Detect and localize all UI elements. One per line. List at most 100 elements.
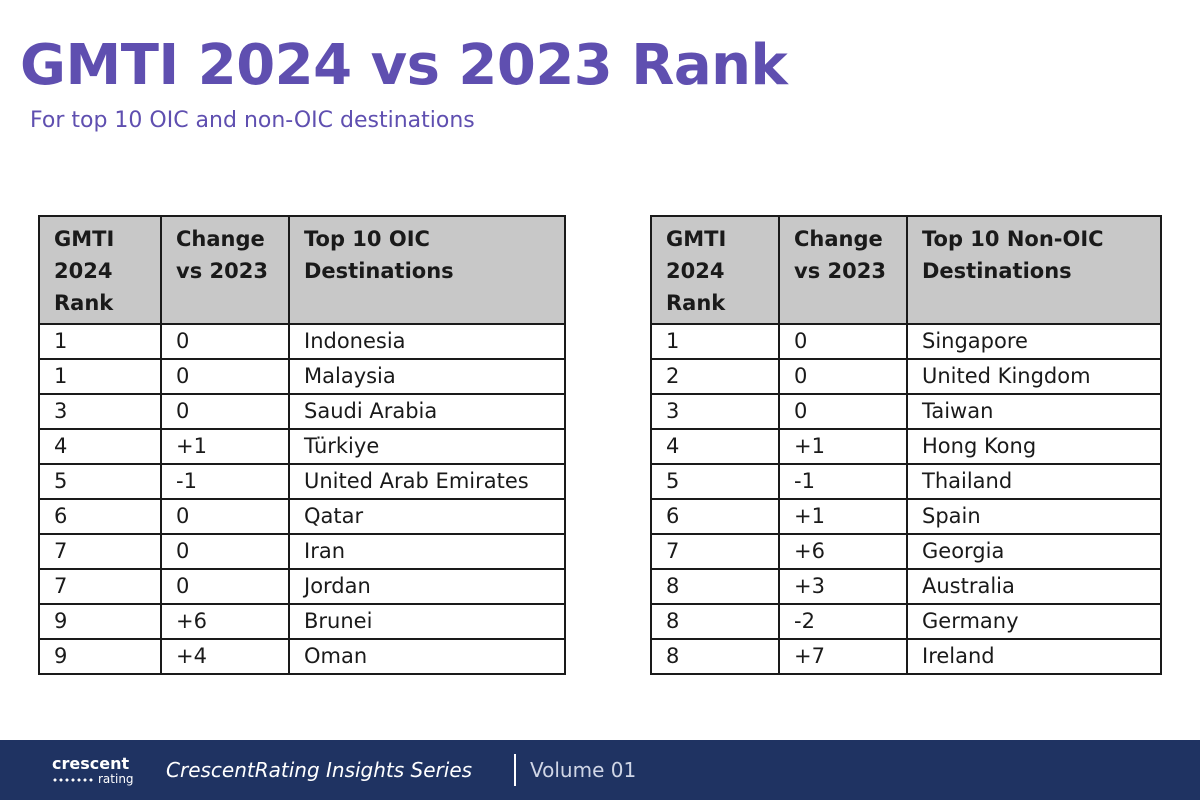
destination-cell: Jordan	[288, 568, 566, 605]
change-cell: +3	[778, 568, 908, 605]
change-cell: 0	[778, 358, 908, 395]
table-header-row: GMTI 2024 Rank Change vs 2023 Top 10 OIC…	[38, 215, 566, 325]
rank-cell: 8	[650, 603, 780, 640]
table-row: 1 0 Singapore	[650, 323, 1162, 360]
rank-cell: 3	[38, 393, 162, 430]
destination-cell: Australia	[906, 568, 1162, 605]
volume-label: Volume 01	[530, 758, 637, 782]
change-cell: +1	[160, 428, 290, 465]
rank-cell: 6	[38, 498, 162, 535]
crescentrating-logo: crescent rating	[52, 755, 144, 787]
destination-cell: Spain	[906, 498, 1162, 535]
rank-cell: 4	[650, 428, 780, 465]
destination-cell: Indonesia	[288, 323, 566, 360]
change-cell: +7	[778, 638, 908, 675]
change-cell: +1	[778, 428, 908, 465]
change-cell: 0	[160, 323, 290, 360]
table-row: 7 0 Iran	[38, 533, 566, 570]
table-row: 1 0 Indonesia	[38, 323, 566, 360]
non-oic-rank-table: GMTI 2024 Rank Change vs 2023 Top 10 Non…	[650, 215, 1162, 675]
destination-cell: Georgia	[906, 533, 1162, 570]
logo-wordmark-bottom: rating	[98, 772, 134, 786]
table-row: 3 0 Saudi Arabia	[38, 393, 566, 430]
change-cell: +6	[778, 533, 908, 570]
rank-cell: 4	[38, 428, 162, 465]
logo-wordmark-top: crescent	[52, 754, 130, 773]
table-row: 7 0 Jordan	[38, 568, 566, 605]
oic-rank-table: GMTI 2024 Rank Change vs 2023 Top 10 OIC…	[38, 215, 566, 675]
change-cell: +6	[160, 603, 290, 640]
destination-cell: Türkiye	[288, 428, 566, 465]
rank-cell: 6	[650, 498, 780, 535]
header-rank: GMTI 2024 Rank	[650, 215, 780, 325]
destination-cell: Brunei	[288, 603, 566, 640]
header-change: Change vs 2023	[160, 215, 290, 325]
table-row: 6 +1 Spain	[650, 498, 1162, 535]
change-cell: -2	[778, 603, 908, 640]
change-cell: +1	[778, 498, 908, 535]
rank-cell: 7	[38, 568, 162, 605]
rank-cell: 8	[650, 568, 780, 605]
rank-cell: 1	[38, 358, 162, 395]
change-cell: -1	[160, 463, 290, 500]
table-row: 4 +1 Türkiye	[38, 428, 566, 465]
destination-cell: Qatar	[288, 498, 566, 535]
table-header-row: GMTI 2024 Rank Change vs 2023 Top 10 Non…	[650, 215, 1162, 325]
rank-cell: 2	[650, 358, 780, 395]
logo-dots-icon	[52, 777, 94, 783]
table-row: 2 0 United Kingdom	[650, 358, 1162, 395]
change-cell: 0	[160, 358, 290, 395]
rank-cell: 1	[650, 323, 780, 360]
change-cell: 0	[160, 498, 290, 535]
destination-cell: United Arab Emirates	[288, 463, 566, 500]
rank-cell: 9	[38, 638, 162, 675]
table-row: 8 -2 Germany	[650, 603, 1162, 640]
page-subtitle: For top 10 OIC and non-OIC destinations	[30, 108, 475, 133]
header-rank: GMTI 2024 Rank	[38, 215, 162, 325]
footer-bar: crescent rating CrescentRating Insights …	[0, 740, 1200, 800]
rank-cell: 5	[38, 463, 162, 500]
rank-cell: 9	[38, 603, 162, 640]
change-cell: +4	[160, 638, 290, 675]
header-destination: Top 10 OIC Destinations	[288, 215, 566, 325]
header-change: Change vs 2023	[778, 215, 908, 325]
destination-cell: United Kingdom	[906, 358, 1162, 395]
rank-cell: 8	[650, 638, 780, 675]
change-cell: 0	[160, 533, 290, 570]
page-title: GMTI 2024 vs 2023 Rank	[20, 33, 788, 98]
table-row: 8 +7 Ireland	[650, 638, 1162, 675]
destination-cell: Singapore	[906, 323, 1162, 360]
destination-cell: Hong Kong	[906, 428, 1162, 465]
table-row: 4 +1 Hong Kong	[650, 428, 1162, 465]
table-row: 3 0 Taiwan	[650, 393, 1162, 430]
destination-cell: Malaysia	[288, 358, 566, 395]
change-cell: 0	[778, 323, 908, 360]
table-row: 9 +6 Brunei	[38, 603, 566, 640]
destination-cell: Iran	[288, 533, 566, 570]
change-cell: 0	[160, 568, 290, 605]
change-cell: 0	[160, 393, 290, 430]
table-row: 9 +4 Oman	[38, 638, 566, 675]
destination-cell: Germany	[906, 603, 1162, 640]
change-cell: -1	[778, 463, 908, 500]
rank-cell: 1	[38, 323, 162, 360]
table-row: 5 -1 United Arab Emirates	[38, 463, 566, 500]
destination-cell: Ireland	[906, 638, 1162, 675]
destination-cell: Taiwan	[906, 393, 1162, 430]
rank-cell: 7	[38, 533, 162, 570]
footer-divider	[514, 754, 516, 786]
table-row: 8 +3 Australia	[650, 568, 1162, 605]
rank-cell: 3	[650, 393, 780, 430]
series-label: CrescentRating Insights Series	[166, 758, 473, 782]
change-cell: 0	[778, 393, 908, 430]
table-row: 7 +6 Georgia	[650, 533, 1162, 570]
destination-cell: Saudi Arabia	[288, 393, 566, 430]
rank-cell: 5	[650, 463, 780, 500]
destination-cell: Oman	[288, 638, 566, 675]
rank-cell: 7	[650, 533, 780, 570]
table-row: 1 0 Malaysia	[38, 358, 566, 395]
header-destination: Top 10 Non-OIC Destinations	[906, 215, 1162, 325]
table-row: 5 -1 Thailand	[650, 463, 1162, 500]
destination-cell: Thailand	[906, 463, 1162, 500]
